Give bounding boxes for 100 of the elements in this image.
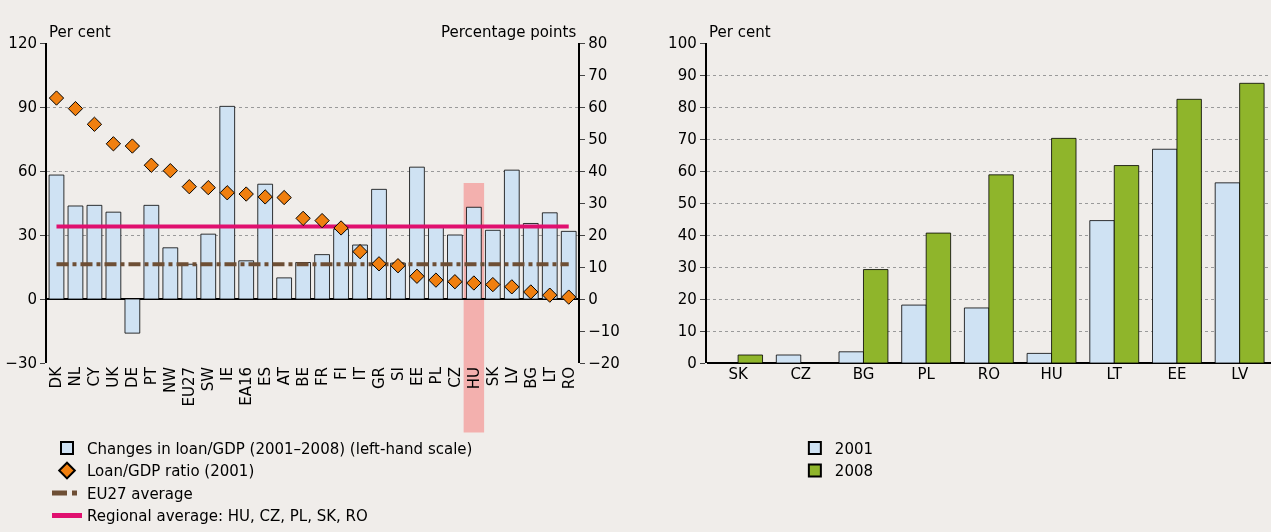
x-tick-label: NW	[161, 366, 180, 394]
point	[105, 136, 122, 152]
y-tick-label: −30	[5, 354, 37, 373]
y-tick-label: 50	[677, 194, 697, 213]
y2-tick-label: −20	[588, 354, 620, 373]
x-tick-label: PT	[142, 366, 161, 386]
x-tick-label: EA16	[237, 367, 256, 406]
y-tick-label: 120	[8, 34, 37, 53]
x-tick-label: HU	[1040, 365, 1063, 383]
legend-label: Regional average: HU, CZ, PL, SK, RO	[87, 507, 368, 526]
x-tick-label: LT	[1106, 365, 1123, 383]
y-axis-title: Per cent	[709, 23, 771, 41]
y-tick-label: 20	[677, 290, 697, 309]
y-tick-label: 70	[677, 130, 697, 149]
x-tick-label: PL	[917, 365, 936, 383]
x-tick-label: SK	[483, 365, 502, 387]
x-tick-label: EE	[407, 367, 426, 386]
point	[428, 272, 444, 288]
x-tick-label: DK	[47, 365, 66, 389]
y2-tick-label: 50	[588, 130, 608, 149]
y2-tick-label: 60	[588, 98, 608, 117]
legend-label: Loan/GDP ratio (2001)	[87, 462, 255, 481]
y-tick-label: 90	[17, 98, 37, 117]
point	[276, 189, 292, 206]
point	[561, 289, 577, 305]
x-tick-label: UK	[104, 365, 123, 388]
x-tick-label: EU27	[180, 367, 199, 407]
point	[238, 186, 254, 202]
y-tick-label: 10	[677, 322, 697, 341]
y-tick-label: 30	[677, 258, 697, 277]
x-tick-label: FR	[312, 367, 331, 387]
point	[352, 243, 368, 260]
x-tick-label: RO	[977, 365, 1000, 383]
point	[295, 210, 311, 227]
point	[124, 138, 141, 154]
x-tick-label: LV	[1231, 365, 1249, 383]
point	[409, 268, 425, 284]
x-tick-label: CY	[85, 366, 104, 387]
x-tick-label: DE	[123, 367, 142, 389]
y2-tick-label: 20	[588, 226, 608, 245]
y2-tick-label: 10	[588, 258, 608, 277]
x-tick-label: GR	[369, 367, 388, 390]
point	[523, 284, 539, 300]
point	[219, 185, 235, 201]
point	[371, 256, 387, 272]
y-tick-label: 30	[17, 226, 37, 245]
point	[181, 179, 197, 195]
x-tick-label: EE	[1167, 365, 1187, 383]
y2-tick-label: 40	[588, 162, 608, 181]
point	[390, 258, 406, 274]
y2-tick-label: −10	[588, 322, 620, 341]
point	[257, 189, 273, 205]
y-axis-title: Per cent	[49, 23, 111, 41]
x-tick-label: SI	[388, 367, 407, 381]
x-tick-label: CZ	[445, 367, 464, 388]
legend-label: 2008	[834, 462, 874, 481]
x-tick-label: HU	[464, 367, 483, 390]
legend-label: 2001	[834, 439, 874, 458]
point	[143, 157, 159, 173]
y-tick-label: 40	[677, 226, 697, 245]
legend-label: Changes in loan/GDP (2001–2008) (left-hand scale)	[87, 439, 473, 458]
x-tick-label: IT	[350, 366, 369, 381]
y-tick-label: 100	[668, 34, 697, 53]
legend-label: EU27 average	[87, 484, 193, 503]
y-tick-label: 0	[687, 354, 697, 373]
point	[333, 220, 349, 236]
y-tick-label: 80	[677, 98, 697, 117]
x-tick-label: LT	[540, 366, 559, 383]
x-tick-label: RO	[559, 367, 578, 390]
x-tick-label: NL	[66, 366, 85, 387]
y2-tick-label: 70	[588, 66, 608, 85]
y2-tick-label: 30	[588, 194, 608, 213]
x-tick-label: BE	[293, 367, 312, 387]
y2-axis-title: Percentage points	[441, 23, 577, 41]
point	[48, 90, 65, 106]
x-tick-label: CZ	[790, 365, 812, 383]
y-tick-label: 60	[17, 162, 37, 181]
x-tick-label: IE	[218, 367, 237, 381]
point	[542, 287, 558, 303]
x-tick-label: ES	[256, 367, 275, 386]
x-tick-label: SW	[199, 366, 218, 392]
point	[447, 274, 463, 290]
y-tick-label: 90	[677, 66, 697, 85]
x-tick-label: FI	[331, 367, 350, 381]
y2-tick-label: 80	[588, 34, 608, 53]
point	[466, 275, 482, 291]
x-tick-label: PL	[426, 366, 445, 385]
point	[86, 116, 103, 132]
y2-tick-label: 0	[588, 290, 598, 309]
point	[162, 163, 178, 179]
point	[504, 279, 520, 295]
y-tick-label: 60	[677, 162, 697, 181]
point	[485, 276, 501, 293]
x-tick-label: AT	[275, 366, 294, 386]
x-tick-label: BG	[521, 367, 540, 389]
point	[314, 212, 330, 229]
point	[67, 100, 84, 117]
x-tick-label: LV	[502, 366, 521, 384]
y-tick-label: 0	[27, 290, 37, 309]
point	[200, 179, 216, 196]
